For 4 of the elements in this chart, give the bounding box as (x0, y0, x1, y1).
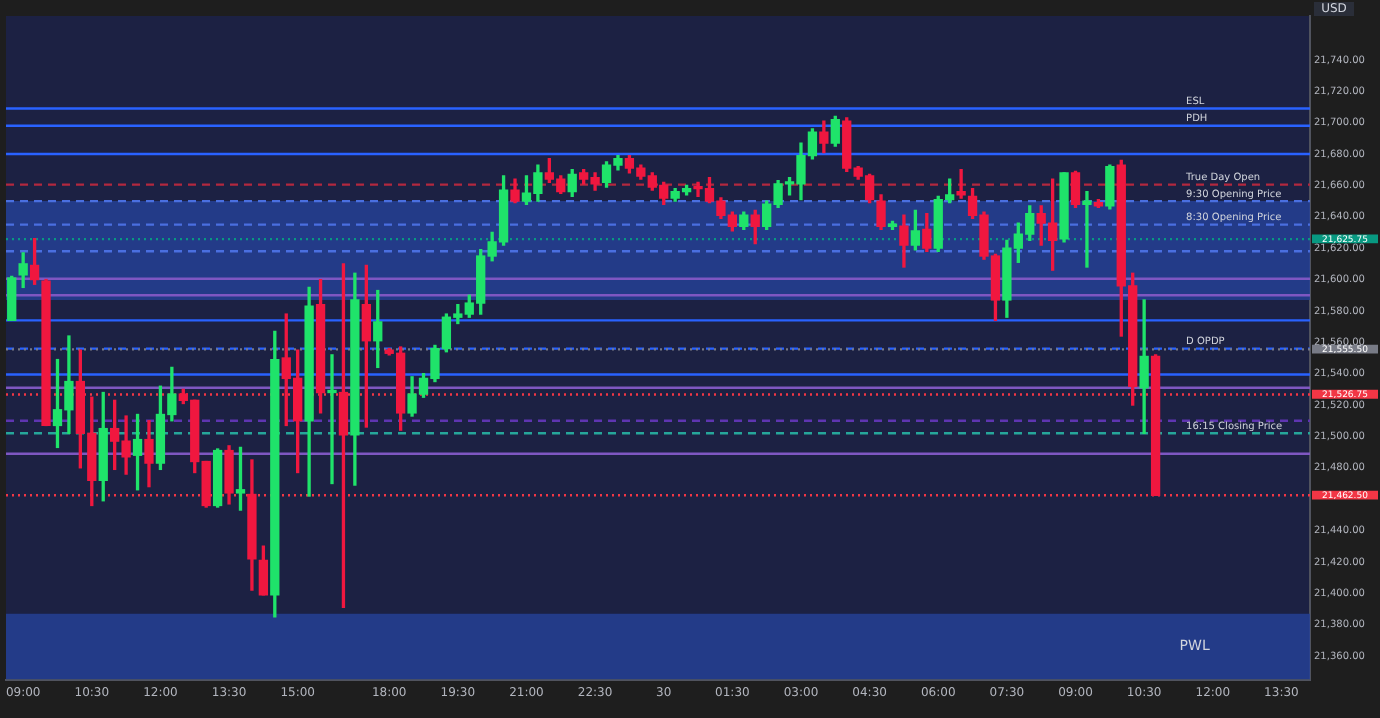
candlestick (1139, 299, 1149, 434)
candlestick (1082, 191, 1092, 268)
candlestick (956, 169, 966, 199)
candlestick (327, 354, 337, 485)
